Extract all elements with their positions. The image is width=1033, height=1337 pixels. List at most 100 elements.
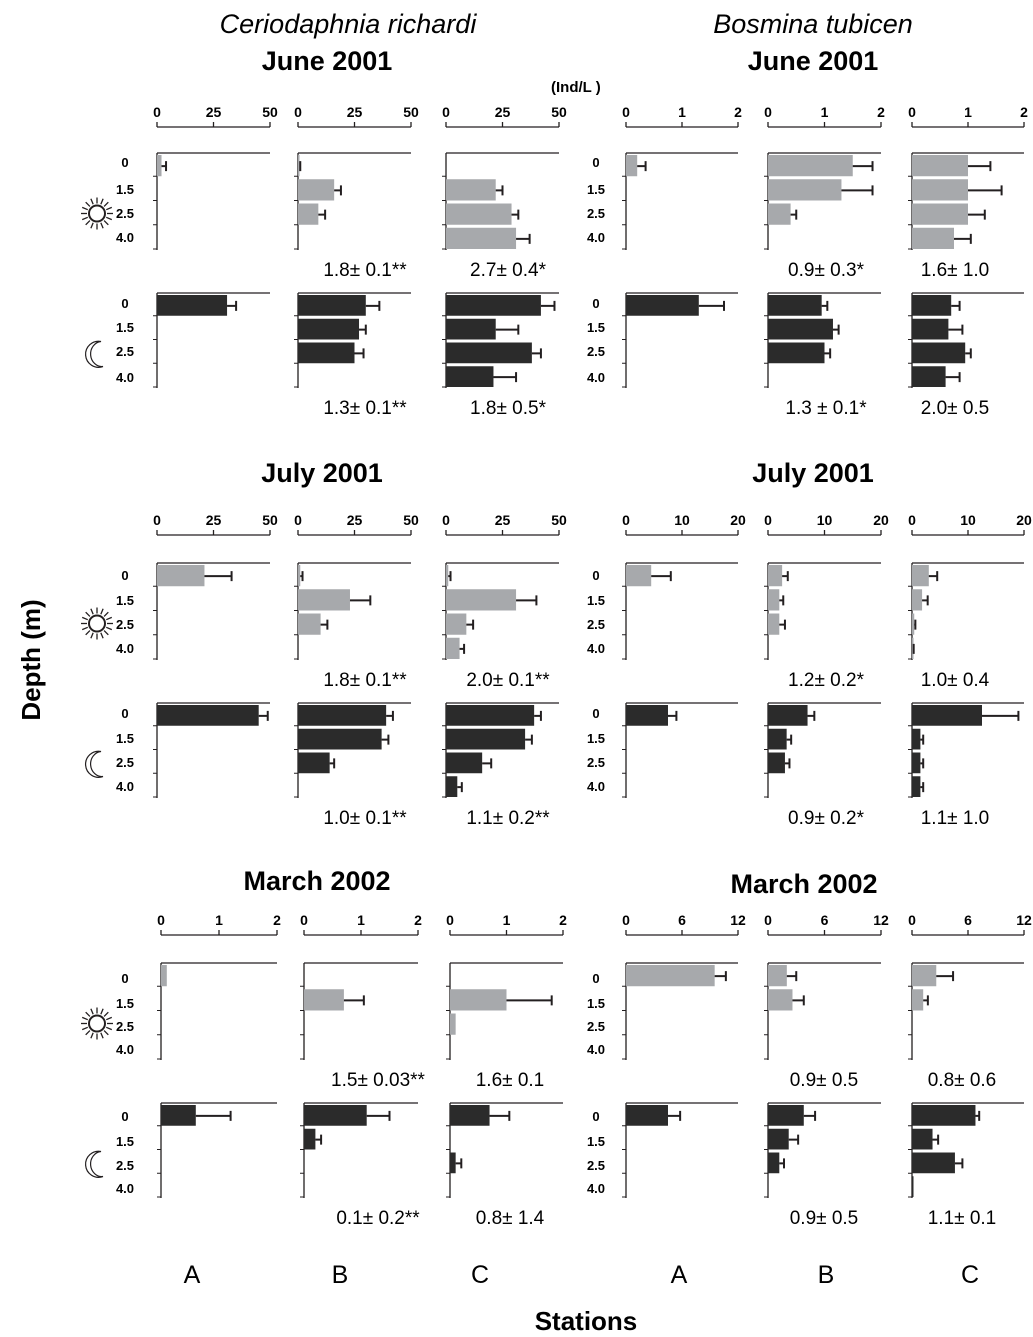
day-bar-depth-2.5 <box>446 613 467 635</box>
night-bar-depth-0 <box>626 1105 668 1126</box>
scale-tick-label: 0 <box>908 104 916 120</box>
chart-block-ceriodaphnia-july-2001: July 2001 0 25 50 0 1.5 2.5 4.0 0 1.5 2.5 4.0 0 25 50 1… <box>81 458 567 829</box>
day-bar-depth-2.5 <box>912 203 968 225</box>
depth-label: 2.5 <box>116 206 134 221</box>
night-subpanel: 1.8± 0.5* <box>442 292 559 419</box>
chart-block-ceriodaphnia-march-2002: March 2002 0 1 2 0 1.5 2.5 4.0 0 1.5 2.5 4.0 0 1 2 1.5±… <box>81 866 567 1229</box>
sun-ray <box>85 630 91 636</box>
scale-tick-label: 0 <box>908 912 916 928</box>
night-bar-depth-0 <box>161 1105 196 1126</box>
depth-label: 2.5 <box>587 1019 605 1034</box>
depth-label: 0 <box>592 155 599 170</box>
depth-label: 2.5 <box>587 755 605 770</box>
summary-note: 1.1± 0.1 <box>928 1208 997 1229</box>
scale-tick-label: 25 <box>206 512 222 528</box>
sun-ray <box>105 1016 113 1021</box>
day-subpanel: 0.9± 0.5 <box>764 962 881 1091</box>
scale-tick-label: 0 <box>622 912 630 928</box>
station-panel-A: 0 10 20 0 1.5 2.5 4.0 0 1.5 2.5 4.0 <box>587 512 746 798</box>
scale-tick-label: 20 <box>1016 512 1032 528</box>
scale-tick-label: 1 <box>503 912 511 928</box>
station-label-C: C <box>961 1261 979 1289</box>
chart-block-bosmina-june-2001: June 2001 0 1 2 0 1.5 2.5 4.0 0 1.5 2.5 4.0 0 1 2 0.9± … <box>587 46 1028 419</box>
night-subpanel: 0 1.5 2.5 4.0 <box>116 1102 277 1198</box>
scale-tick-label: 10 <box>817 512 833 528</box>
depth-label: 2.5 <box>587 1158 605 1173</box>
station-panel-B: 0 6 12 0.9± 0.5 0.9± 0.5 <box>764 912 889 1229</box>
night-bar-depth-0 <box>768 1105 804 1126</box>
scale-tick-label: 50 <box>403 512 419 528</box>
scale-tick-label: 25 <box>347 512 363 528</box>
sun-ray <box>85 1030 91 1036</box>
sun-disc <box>88 614 106 633</box>
scale-tick-label: 25 <box>347 104 363 120</box>
sun-ray <box>105 616 113 621</box>
x-axis-title: Stations <box>535 1306 638 1336</box>
day-bar-depth-4.0 <box>912 227 954 249</box>
depth-label: 1.5 <box>116 320 134 335</box>
summary-note: 2.7± 0.4* <box>470 260 547 281</box>
depth-label: 4.0 <box>116 779 134 794</box>
scale-tick-label: 0 <box>764 912 772 928</box>
night-subpanel: 1.0± 0.1** <box>294 702 411 829</box>
depth-label: 0 <box>592 706 599 721</box>
scale-tick-label: 2 <box>734 104 742 120</box>
day-bar-depth-1.5 <box>912 989 924 1011</box>
scale-tick-label: 2 <box>1020 104 1028 120</box>
sun-ray <box>81 206 89 211</box>
chart-block-ceriodaphnia-june-2001: June 2001 0 25 50 0 1.5 2.5 4.0 0 1.5 2.5 4.0 0 25 50 1… <box>81 46 567 419</box>
block-title: March 2002 <box>243 866 390 896</box>
scale-tick-label: 0 <box>153 104 161 120</box>
summary-note: 1.5± 0.03** <box>331 1070 425 1091</box>
night-bar-depth-1.5 <box>446 728 526 750</box>
depth-label: 4.0 <box>587 230 605 245</box>
night-subpanel: 0.8± 1.4 <box>446 1102 563 1229</box>
station-label-B: B <box>332 1261 349 1289</box>
depth-label: 0 <box>121 155 128 170</box>
night-bar-depth-1.5 <box>304 1128 316 1150</box>
night-subpanel: 1.1± 0.2** <box>442 702 559 829</box>
station-panel-B: 0 10 20 1.2± 0.2* 0.9± 0.2* <box>764 512 889 829</box>
night-bar-depth-1.5 <box>912 318 949 340</box>
scale-tick-label: 2 <box>877 104 885 120</box>
depth-label: 1.5 <box>116 731 134 746</box>
day-bar-depth-2.5 <box>768 613 780 635</box>
depth-label: 4.0 <box>587 1181 605 1196</box>
night-bar-depth-0 <box>298 705 387 726</box>
day-bar-depth-2.5 <box>298 203 319 225</box>
night-bar-depth-4.0 <box>446 776 458 797</box>
station-label-B: B <box>818 1261 835 1289</box>
day-subpanel: 1.5± 0.03** <box>300 962 426 1091</box>
night-bar-depth-1.5 <box>298 318 360 340</box>
depth-label: 1.5 <box>116 996 134 1011</box>
summary-note: 1.0± 0.1** <box>323 808 407 829</box>
summary-note: 0.8± 1.4 <box>476 1208 545 1229</box>
summary-note: 0.1± 0.2** <box>336 1208 420 1229</box>
depth-label: 2.5 <box>116 1019 134 1034</box>
night-bar-depth-2.5 <box>450 1152 456 1174</box>
night-subpanel: 0.9± 0.5 <box>764 1102 881 1229</box>
summary-note: 0.9± 0.5 <box>790 1070 859 1091</box>
sun-ray <box>81 626 89 631</box>
day-subpanel: 1.0± 0.4 <box>908 562 1024 691</box>
night-subpanel: 1.3± 0.1** <box>294 292 411 419</box>
sun-ray <box>103 1011 109 1017</box>
night-bar-depth-0 <box>626 705 668 726</box>
station-label-C: C <box>471 1261 489 1289</box>
day-bar-depth-0 <box>768 965 787 987</box>
day-bar-depth-0 <box>626 155 638 177</box>
day-subpanel: 1.6± 1.0 <box>908 152 1024 281</box>
day-bar-depth-1.5 <box>298 179 335 201</box>
scale-tick-label: 0 <box>300 912 308 928</box>
night-bar-depth-2.5 <box>446 752 483 774</box>
night-bar-depth-0 <box>912 295 952 316</box>
depth-label: 2.5 <box>587 617 605 632</box>
species-title-right: Bosmina tubicen <box>713 9 913 39</box>
sun-ray <box>81 616 89 621</box>
day-bar-depth-1.5 <box>446 589 517 611</box>
day-subpanel: 1.8± 0.1** <box>294 152 411 281</box>
scale-tick-label: 1 <box>215 912 223 928</box>
summary-note: 0.9± 0.3* <box>788 260 865 281</box>
depth-label: 4.0 <box>587 641 605 656</box>
